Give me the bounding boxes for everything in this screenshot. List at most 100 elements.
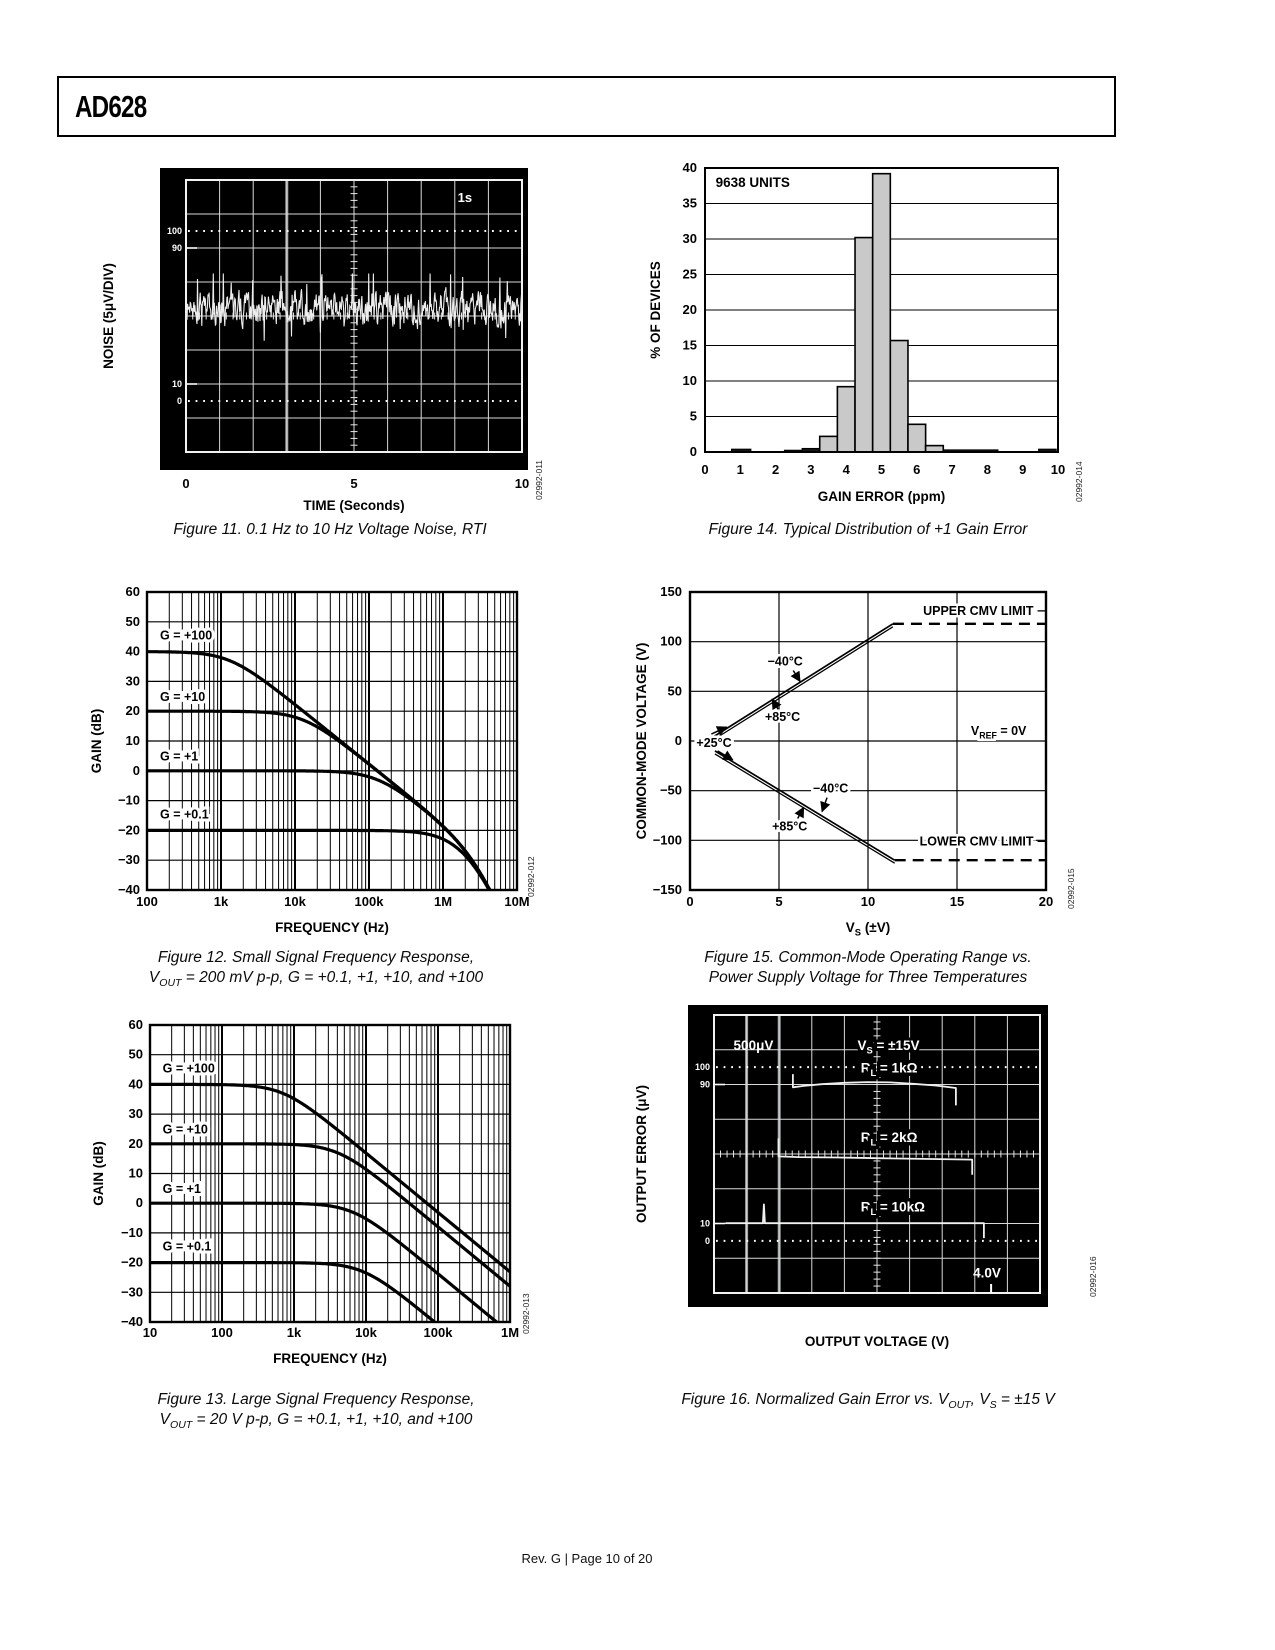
fig14-ytick-15: 15	[683, 338, 697, 353]
fig14-bars	[730, 172, 1057, 453]
fig11-noise-trace	[185, 273, 523, 341]
fig11-xtick-10: 10	[515, 476, 529, 491]
fig15-svg: UPPER CMV LIMIT LOWER CMV LIMIT VREF = 0V −…	[634, 584, 1076, 938]
fig13-curve-0	[150, 1082, 510, 1274]
fig14-xtick-9: 9	[1019, 462, 1026, 477]
fig16-graticule-label-10: 10	[700, 1219, 710, 1229]
fig14-caption-line: Figure 14. Typical Distribution of +1 Ga…	[708, 521, 1028, 538]
fig13-ytick--20: −20	[121, 1255, 143, 1270]
fig15-ytick--100: −100	[653, 832, 682, 847]
fig14-ytick-5: 5	[690, 409, 697, 424]
fig13-ylabel: GAIN (dB)	[91, 1141, 106, 1206]
figure-12-caption: Figure 12. Small Signal Frequency Respon…	[149, 948, 483, 993]
fig16-graticule-label-0: 0	[705, 1236, 710, 1246]
fig16-watermark: 02992-016	[1088, 1256, 1098, 1297]
product-title: AD628	[75, 88, 147, 124]
fig11-graticule-label-10: 10	[172, 379, 182, 389]
fig11-graticule-label-100: 100	[167, 226, 182, 236]
fig15-temp-label-2: +25°C	[696, 736, 731, 750]
fig14-bar-3	[818, 435, 839, 453]
fig14-ylabel: % OF DEVICES	[648, 261, 663, 359]
fig14-xtick-7: 7	[948, 462, 955, 477]
page-footer: Rev. G | Page 10 of 20	[521, 1551, 653, 1566]
fig12-ytick-0: 0	[133, 763, 140, 778]
fig13-xtick-1M: 1M	[501, 1325, 519, 1340]
fig15-temp-label-3: −40°C	[813, 782, 848, 796]
fig14-ytick-25: 25	[683, 267, 697, 282]
figure-13-chart: G = +100 G = +10 G = +1 G = +0.1 −40 −30 −20 −1…	[85, 987, 563, 1380]
fig15-ytick--50: −50	[660, 783, 682, 798]
fig12-ytick-40: 40	[126, 644, 140, 659]
fig13-xtick-100k: 100k	[424, 1325, 454, 1340]
fig12-series-label-1: G = +10	[160, 690, 205, 704]
fig14-ytick-20: 20	[683, 302, 697, 317]
fig13-caption-line: VOUT = 20 V p-p, G = +0.1, +1, +10, and …	[159, 1411, 473, 1432]
fig14-svg: 0 5 10 15 20 25 30 35 40 0 1 2 3 4 5 6 7 8 9 10 9638 UNITS GA…	[648, 160, 1084, 504]
figure-15-chart: UPPER CMV LIMIT LOWER CMV LIMIT VREF = 0V −…	[630, 555, 1110, 948]
fig12-ytick--10: −10	[118, 793, 140, 808]
fig11-graticule-label-90: 90	[172, 243, 182, 253]
fig14-ytick-40: 40	[683, 160, 697, 175]
fig15-temp-label-1: +85°C	[765, 710, 800, 724]
fig15-lower-line	[714, 750, 896, 861]
fig14-xtick-8: 8	[984, 462, 991, 477]
fig11-xlabel: TIME (Seconds)	[303, 498, 404, 513]
fig15-watermark: 02992-015	[1066, 868, 1076, 909]
figure-14-chart: 0 5 10 15 20 25 30 35 40 0 1 2 3 4 5 6 7 8 9 10 9638 UNITS GA…	[640, 155, 1110, 522]
fig13-xtick-10: 10	[143, 1325, 157, 1340]
fig12-caption-line: Figure 12. Small Signal Frequency Respon…	[157, 949, 475, 966]
fig13-ytick--30: −30	[121, 1284, 143, 1299]
fig14-ytick-30: 30	[683, 231, 697, 246]
fig11-xtick-0: 0	[182, 476, 189, 491]
fig13-series-label-3: G = +0.1	[163, 1240, 212, 1254]
fig13-curve-2	[150, 1201, 500, 1322]
fig13-xtick-1k: 1k	[287, 1325, 302, 1340]
fig16-caption-line: Figure 16. Normalized Gain Error vs. VOU…	[681, 1391, 1055, 1412]
fig12-series-label-0: G = +100	[160, 629, 212, 643]
figure-14-caption: Figure 14. Typical Distribution of +1 Ga…	[709, 520, 1028, 540]
fig12-curves	[147, 650, 492, 890]
fig13-curve-3	[150, 1261, 438, 1322]
fig16-scale-label: 500μV	[734, 1038, 774, 1053]
fig15-caption-line: Figure 15. Common-Mode Operating Range v…	[704, 949, 1032, 966]
fig13-svg: G = +100 G = +10 G = +1 G = +0.1 −40 −30 −20 −1…	[91, 1017, 531, 1366]
figure-16-caption: Figure 16. Normalized Gain Error vs. VOU…	[681, 1390, 1054, 1415]
fig12-ylabel: GAIN (dB)	[89, 709, 104, 774]
fig12-curve-3	[147, 828, 491, 890]
fig13-series-label-1: G = +10	[163, 1122, 208, 1136]
fig16-xlabel: OUTPUT VOLTAGE (V)	[805, 1334, 949, 1349]
fig16-trace-label-0: RL = 1kΩ	[861, 1061, 918, 1079]
fig13-series-label-2: G = +1	[163, 1182, 201, 1196]
fig15-ytick-50: 50	[668, 683, 682, 698]
fig15-ylabel: COMMON-MODE VOLTAGE (V)	[634, 643, 649, 840]
fig13-ytick--10: −10	[121, 1225, 143, 1240]
fig12-xlabel: FREQUENCY (Hz)	[275, 920, 389, 935]
fig14-ytick-0: 0	[690, 444, 697, 459]
fig11-watermark: 02992-011	[534, 460, 544, 500]
fig15-vref-label: VREF = 0V	[971, 724, 1027, 741]
fig12-ytick--20: −20	[118, 822, 140, 837]
fig14-ytick-10: 10	[683, 373, 697, 388]
fig13-caption-line: Figure 13. Large Signal Frequency Respon…	[157, 1391, 475, 1408]
fig14-ytick-35: 35	[683, 196, 697, 211]
figure-12-chart: G = +100 G = +10 G = +1 G = +0.1 −40 −30 −20 −1…	[85, 555, 563, 948]
fig14-xtick-0: 0	[701, 462, 708, 477]
fig15-upper-line	[712, 623, 894, 738]
fig16-graticule-label-100: 100	[695, 1062, 710, 1072]
fig15-temp-label-4: +85°C	[772, 819, 807, 833]
fig14-xtick-1: 1	[737, 462, 744, 477]
fig15-xlabel: VS (±V)	[846, 920, 890, 938]
fig12-xtick-1k: 1k	[214, 894, 229, 909]
fig15-ytick-100: 100	[660, 634, 682, 649]
fig16-volt-label: 4.0V	[973, 1265, 1001, 1280]
fig15-caption-line: Power Supply Voltage for Three Temperatu…	[708, 969, 1028, 986]
fig14-xtick-2: 2	[772, 462, 779, 477]
fig16-trace-2	[725, 1203, 985, 1239]
fig16-ylabel: OUTPUT ERROR (μV)	[634, 1085, 649, 1223]
fig13-curve-1	[150, 1142, 510, 1288]
fig14-annotation: 9638 UNITS	[716, 175, 790, 190]
figure-13-caption: Figure 13. Large Signal Frequency Respon…	[157, 1390, 474, 1435]
fig12-ytick-50: 50	[126, 614, 140, 629]
header-box: AD628	[57, 76, 1116, 137]
